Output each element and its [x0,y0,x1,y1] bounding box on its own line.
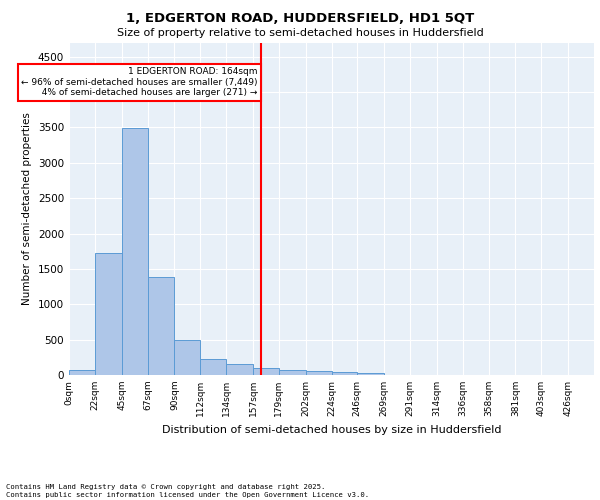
Bar [122,128,148,375]
Y-axis label: Number of semi-detached properties: Number of semi-detached properties [22,112,32,305]
Bar [331,372,357,375]
X-axis label: Distribution of semi-detached houses by size in Huddersfield: Distribution of semi-detached houses by … [162,424,501,434]
Text: 1 EDGERTON ROAD: 164sqm
← 96% of semi-detached houses are smaller (7,449)
  4% o: 1 EDGERTON ROAD: 164sqm ← 96% of semi-de… [21,68,257,97]
Bar [226,364,253,375]
Bar [253,368,279,375]
Bar [279,370,306,375]
Text: 1, EDGERTON ROAD, HUDDERSFIELD, HD1 5QT: 1, EDGERTON ROAD, HUDDERSFIELD, HD1 5QT [126,12,474,26]
Text: Size of property relative to semi-detached houses in Huddersfield: Size of property relative to semi-detach… [116,28,484,38]
Bar [95,254,122,375]
Text: Contains HM Land Registry data © Crown copyright and database right 2025.
Contai: Contains HM Land Registry data © Crown c… [6,484,369,498]
Bar [175,340,200,375]
Bar [306,371,331,375]
Bar [148,278,175,375]
Bar [200,360,226,375]
Bar [69,370,95,375]
Bar [357,372,384,375]
